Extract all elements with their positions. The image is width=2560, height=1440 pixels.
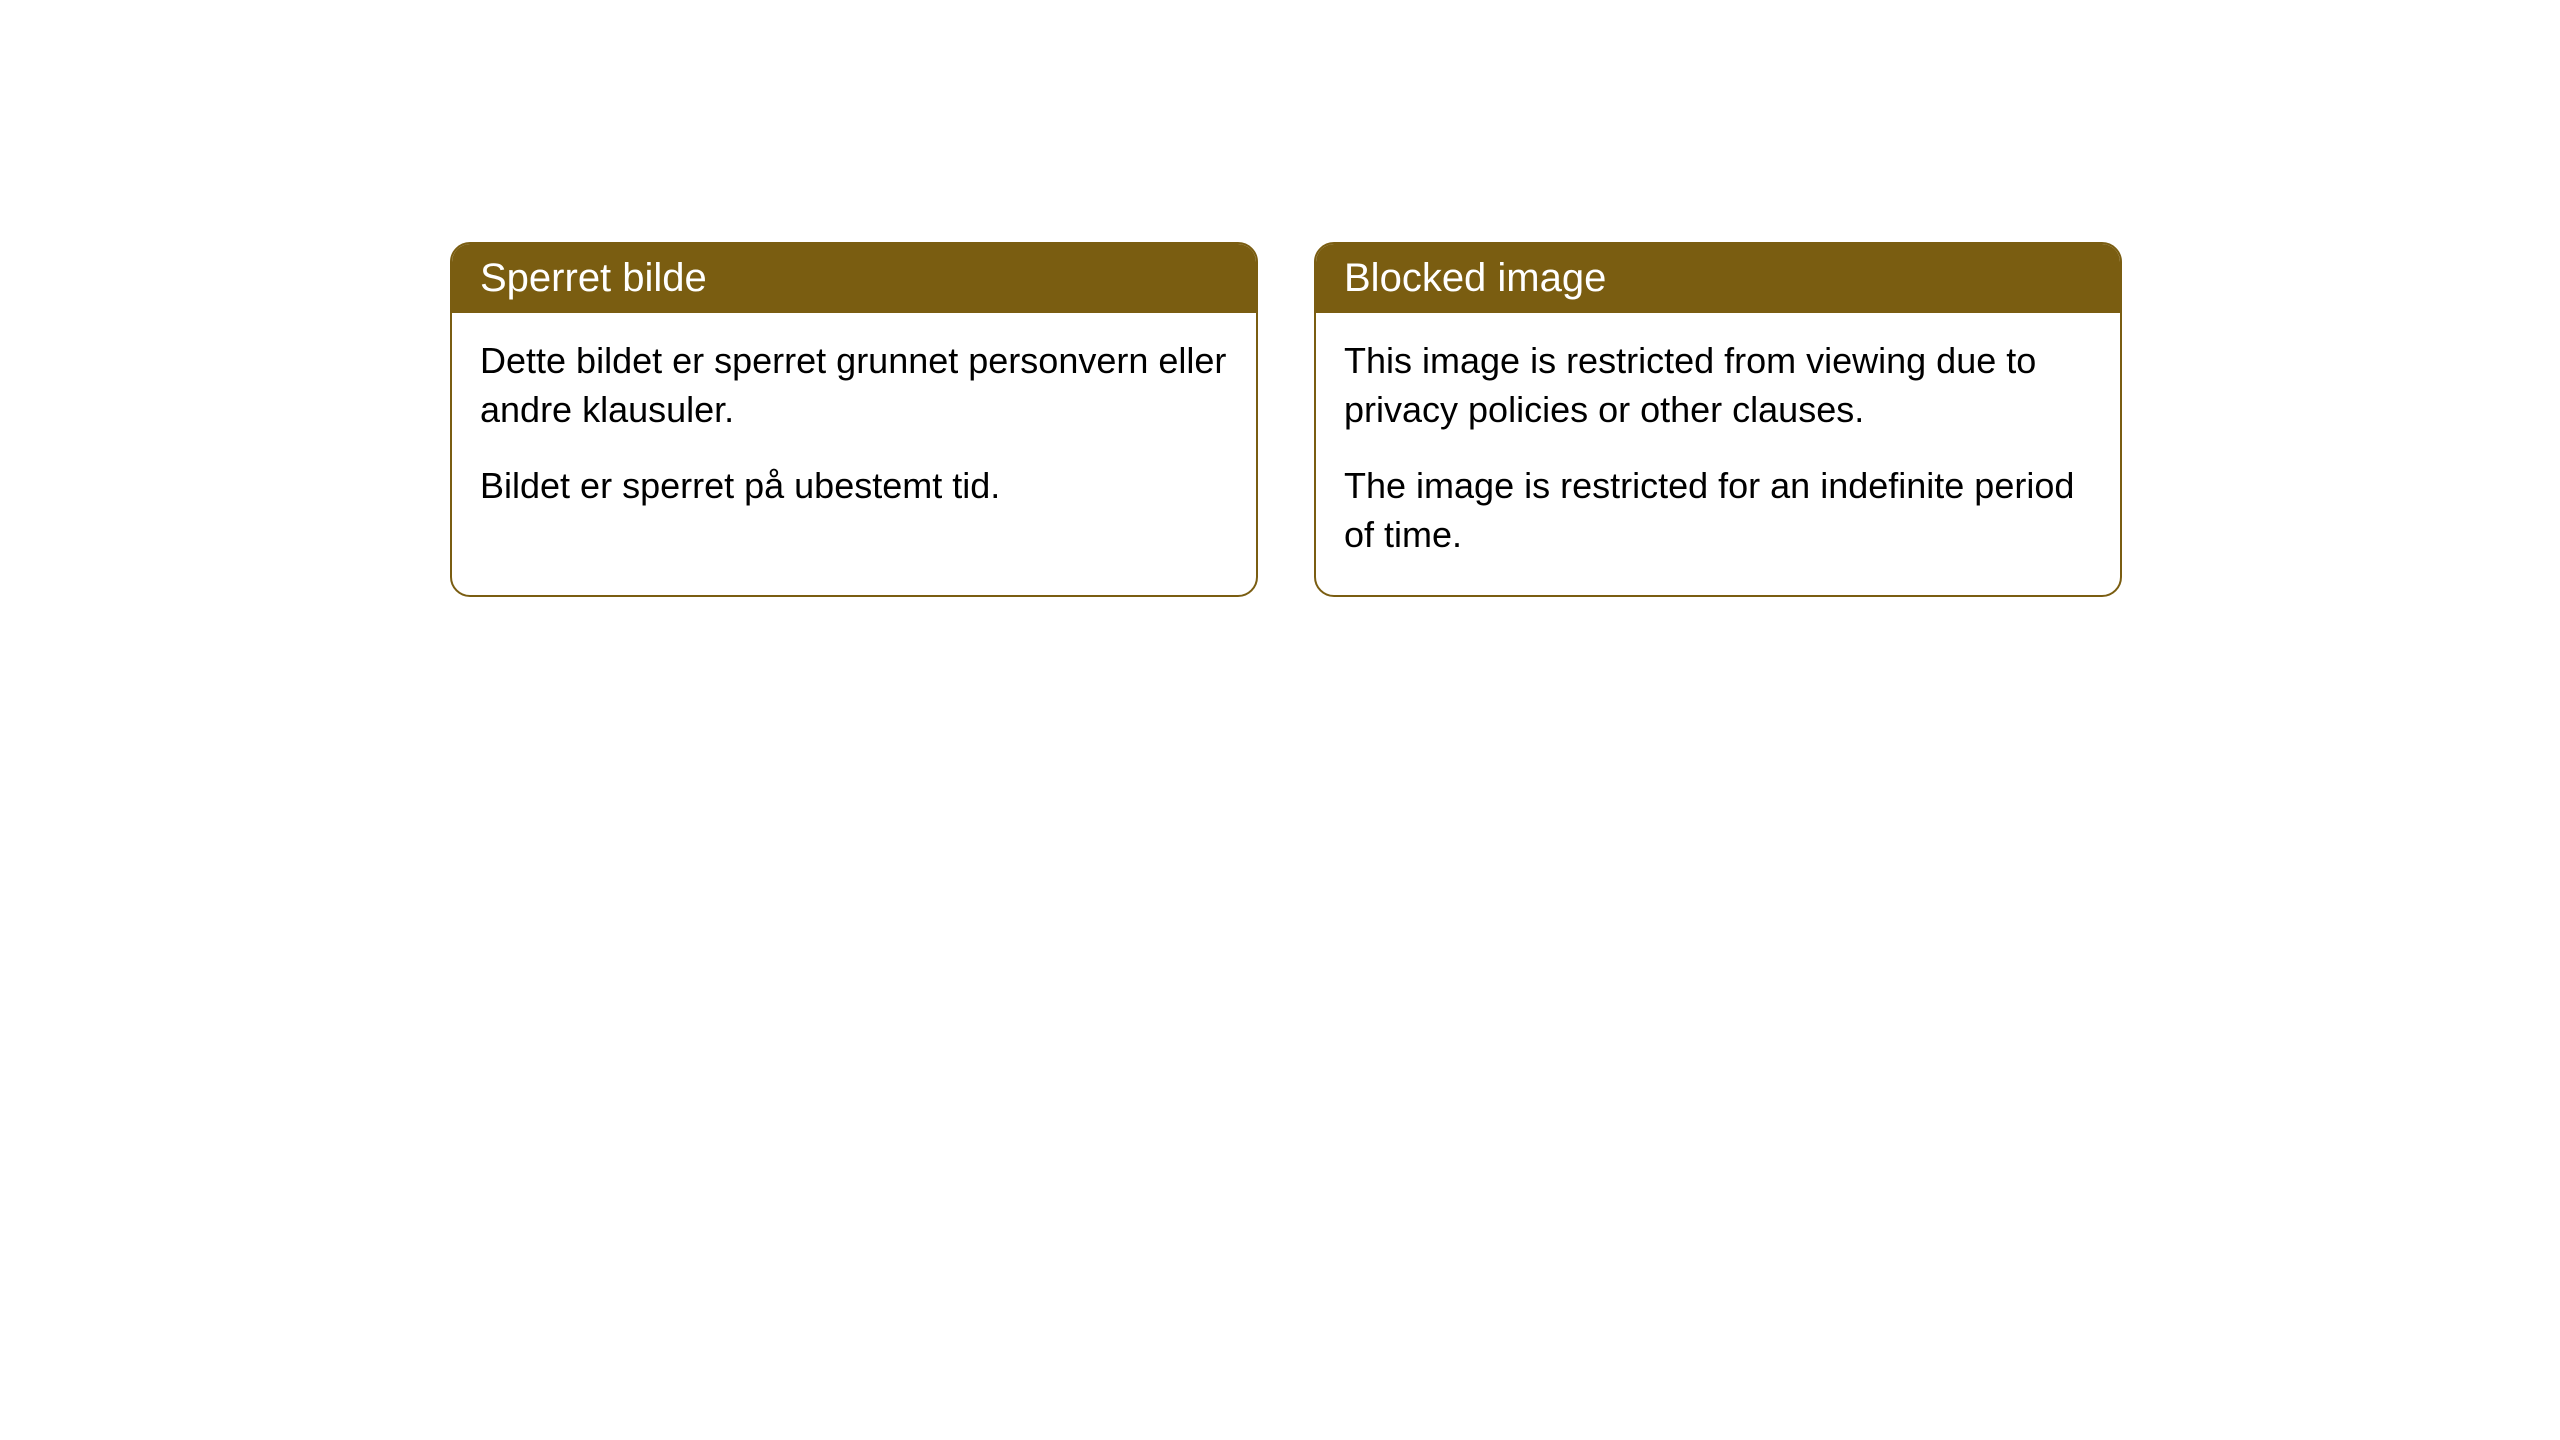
- notice-card-norwegian: Sperret bilde Dette bildet er sperret gr…: [450, 242, 1258, 597]
- card-paragraph: Dette bildet er sperret grunnet personve…: [480, 337, 1228, 434]
- card-header: Blocked image: [1316, 244, 2120, 313]
- card-paragraph: This image is restricted from viewing du…: [1344, 337, 2092, 434]
- card-title: Blocked image: [1344, 256, 1606, 300]
- card-header: Sperret bilde: [452, 244, 1256, 313]
- card-paragraph: Bildet er sperret på ubestemt tid.: [480, 462, 1228, 511]
- card-body: Dette bildet er sperret grunnet personve…: [452, 313, 1256, 547]
- notice-cards-container: Sperret bilde Dette bildet er sperret gr…: [450, 242, 2122, 597]
- card-title: Sperret bilde: [480, 256, 707, 300]
- notice-card-english: Blocked image This image is restricted f…: [1314, 242, 2122, 597]
- card-paragraph: The image is restricted for an indefinit…: [1344, 462, 2092, 559]
- card-body: This image is restricted from viewing du…: [1316, 313, 2120, 595]
